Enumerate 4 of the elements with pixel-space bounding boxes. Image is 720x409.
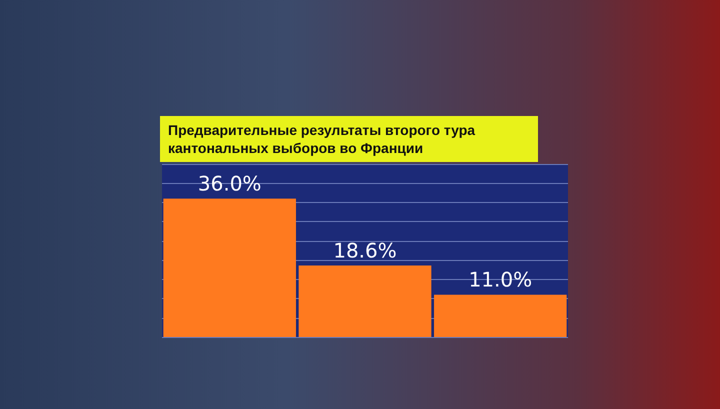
data-label: 18.6%: [333, 238, 397, 262]
data-label: 36.0%: [198, 172, 262, 196]
data-label: 11.0%: [468, 268, 532, 292]
chart-title: Предварительные результаты второго тура кантональных выборов во Франции: [160, 116, 538, 162]
